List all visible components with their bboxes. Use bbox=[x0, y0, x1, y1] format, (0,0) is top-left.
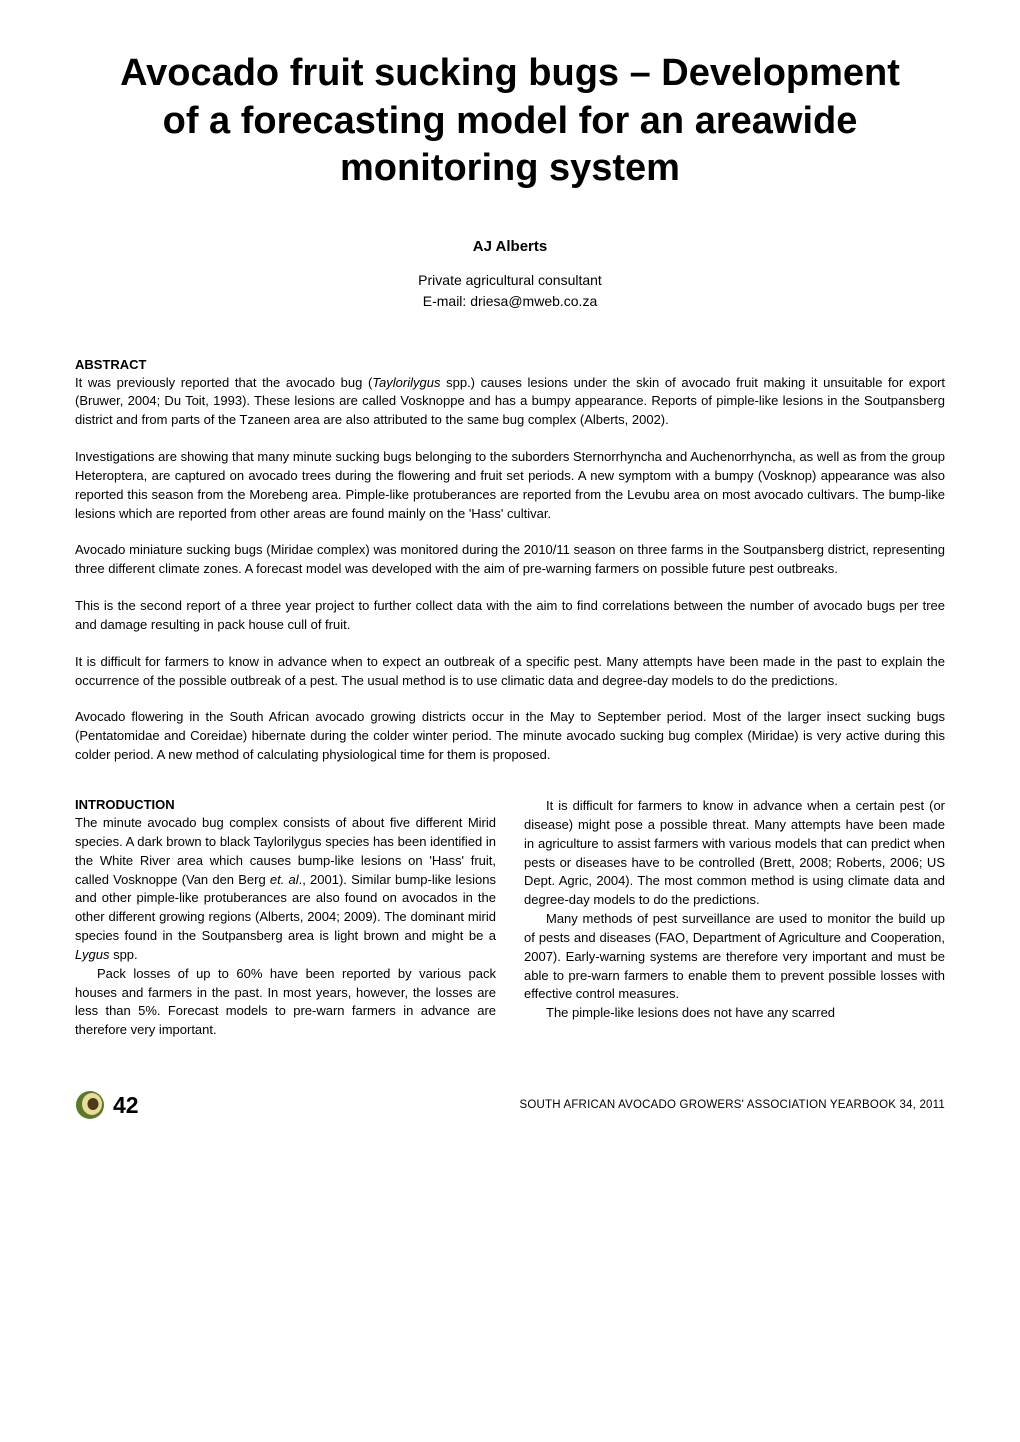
article-title: Avocado fruit sucking bugs – Development… bbox=[75, 50, 945, 193]
author-name: AJ Alberts bbox=[75, 238, 945, 255]
intro-paragraph-5: The pimple-like lesions does not have an… bbox=[524, 1004, 945, 1023]
abstract-heading: ABSTRACT bbox=[75, 357, 945, 372]
abstract-paragraph-4: This is the second report of a three yea… bbox=[75, 597, 945, 635]
intro-paragraph-2: Pack losses of up to 60% have been repor… bbox=[75, 965, 496, 1040]
footer-publication-text: SOUTH AFRICAN AVOCADO GROWERS' ASSOCIATI… bbox=[519, 1099, 945, 1111]
intro-paragraph-3: It is difficult for farmers to know in a… bbox=[524, 797, 945, 910]
body-columns: INTRODUCTION The minute avocado bug comp… bbox=[75, 797, 945, 1040]
intro-paragraph-4: Many methods of pest surveillance are us… bbox=[524, 910, 945, 1004]
avocado-logo-icon bbox=[75, 1090, 105, 1120]
right-column: It is difficult for farmers to know in a… bbox=[524, 797, 945, 1040]
intro-paragraph-1: The minute avocado bug complex consists … bbox=[75, 814, 496, 965]
title-line-3: monitoring system bbox=[340, 147, 680, 189]
left-column: INTRODUCTION The minute avocado bug comp… bbox=[75, 797, 496, 1040]
affiliation-email: E-mail: driesa@mweb.co.za bbox=[423, 293, 598, 309]
abstract-paragraph-5: It is difficult for farmers to know in a… bbox=[75, 653, 945, 691]
abstract-paragraph-2: Investigations are showing that many min… bbox=[75, 448, 945, 523]
page-footer: 42 SOUTH AFRICAN AVOCADO GROWERS' ASSOCI… bbox=[75, 1090, 945, 1120]
title-line-1: Avocado fruit sucking bugs – Development bbox=[120, 52, 900, 94]
title-line-2: of a forecasting model for an areawide bbox=[163, 100, 858, 142]
author-affiliation: Private agricultural consultant E-mail: … bbox=[75, 270, 945, 312]
abstract-section: ABSTRACT It was previously reported that… bbox=[75, 357, 945, 766]
introduction-heading: INTRODUCTION bbox=[75, 797, 496, 812]
page-number: 42 bbox=[113, 1092, 139, 1119]
footer-left-group: 42 bbox=[75, 1090, 139, 1120]
affiliation-role: Private agricultural consultant bbox=[418, 272, 602, 288]
abstract-paragraph-3: Avocado miniature sucking bugs (Miridae … bbox=[75, 541, 945, 579]
abstract-paragraph-6: Avocado flowering in the South African a… bbox=[75, 708, 945, 765]
abstract-paragraph-1: It was previously reported that the avoc… bbox=[75, 374, 945, 431]
